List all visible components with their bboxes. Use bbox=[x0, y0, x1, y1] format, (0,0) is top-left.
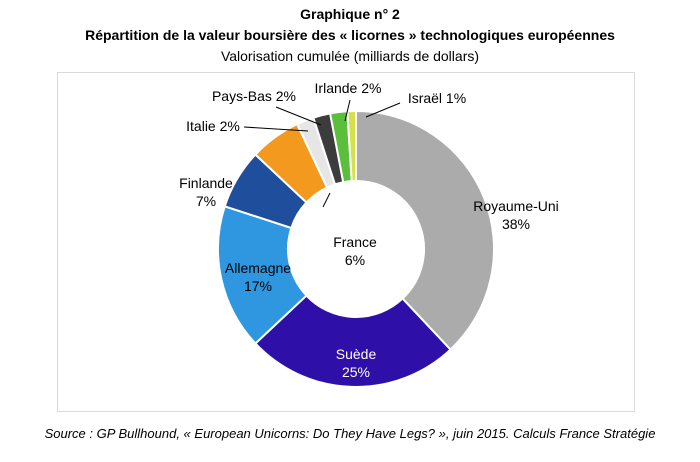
slice-name-finlande: Finlande bbox=[179, 175, 233, 191]
leader-line-israel bbox=[365, 102, 401, 118]
chart-title-line1: Graphique n° 2 bbox=[300, 6, 400, 22]
donut-chart: Royaume-Uni 38% Suède 25% Allemagne 17% Finlan… bbox=[179, 80, 559, 388]
chart-title-line2: Répartition de la valeur boursière des «… bbox=[85, 27, 615, 43]
slice-name-allemagne: Allemagne bbox=[225, 260, 291, 276]
leader-line-italie bbox=[243, 126, 309, 132]
slice-value-suede: 25% bbox=[342, 364, 370, 380]
slice-label-pays-bas: Pays-Bas 2% bbox=[212, 88, 296, 104]
slice-name-suede: Suède bbox=[336, 346, 377, 362]
slice-allemagne bbox=[217, 205, 308, 345]
slice-label-israel: Israël 1% bbox=[408, 90, 466, 106]
leader-line-france bbox=[322, 192, 331, 208]
slice-suede bbox=[253, 294, 452, 388]
slice-name-royaume-uni: Royaume-Uni bbox=[473, 198, 559, 214]
slice-label-italie: Italie 2% bbox=[186, 118, 240, 134]
source-note: Source : GP Bullhound, « European Unicor… bbox=[44, 426, 656, 441]
slice-label-irlande: Irlande 2% bbox=[315, 80, 382, 96]
leader-line-irlande bbox=[344, 99, 351, 122]
slice-name-france: France bbox=[333, 234, 377, 250]
leader-line-pays-bas bbox=[275, 106, 322, 126]
chart-frame: Royaume-Uni 38% Suède 25% Allemagne 17% Finlan… bbox=[57, 72, 635, 412]
slice-israel bbox=[346, 109, 357, 183]
slice-value-finlande: 7% bbox=[196, 193, 216, 209]
slice-royaume-uni bbox=[355, 109, 495, 352]
slice-value-royaume-uni: 38% bbox=[502, 216, 530, 232]
slice-value-allemagne: 17% bbox=[244, 278, 272, 294]
slice-value-france: 6% bbox=[345, 252, 365, 268]
chart-subtitle: Valorisation cumulée (milliards de dolla… bbox=[220, 48, 480, 64]
